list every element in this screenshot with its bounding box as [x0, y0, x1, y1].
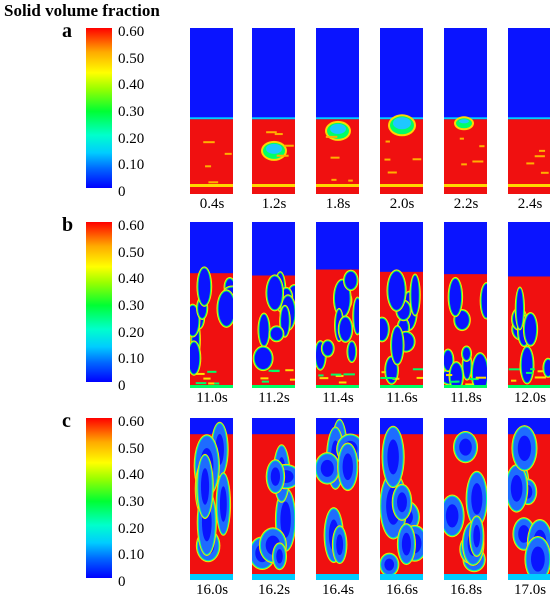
simulation-snapshot [252, 28, 295, 194]
time-label: 11.0s [196, 390, 228, 406]
colorbar-tick-label: 0.20 [118, 520, 145, 537]
simulation-snapshot [508, 28, 550, 194]
colorbar-tick-label: 0.50 [118, 244, 145, 261]
colorbar-tick-label: 0.60 [118, 24, 145, 40]
time-label: 11.6s [386, 390, 418, 406]
colorbar-tick-label: 0.10 [118, 547, 145, 564]
time-label: 16.2s [257, 582, 291, 598]
time-label: 12.0s [513, 390, 547, 406]
colorbar-tick-label: 0.60 [118, 414, 145, 430]
time-label: 11.2s [258, 390, 290, 406]
colorbar-tick-label: 0.20 [118, 324, 145, 341]
colorbar-tick-label: 0.10 [118, 351, 145, 368]
colorbar [86, 28, 112, 188]
colorbar-tick-label: 0.60 [118, 218, 145, 234]
simulation-snapshot [190, 418, 233, 580]
colorbar-tick-label: 0.40 [118, 467, 145, 484]
colorbar-tick-label: 0 [118, 378, 126, 394]
simulation-snapshot [508, 418, 550, 580]
colorbar [86, 222, 112, 382]
colorbar-tick-label: 0.50 [118, 50, 145, 67]
time-label: 16.8s [449, 582, 483, 598]
simulation-snapshot [380, 28, 423, 194]
colorbar-tick-label: 0.40 [118, 77, 145, 94]
colorbar-tick-label: 0 [118, 184, 126, 200]
panel-letter: c [62, 410, 71, 432]
colorbar-tick-label: 0.40 [118, 271, 145, 288]
colorbar-tick-label: 0.50 [118, 440, 145, 457]
simulation-snapshot [508, 222, 550, 388]
panel-letter: a [62, 20, 72, 42]
time-label: 11.4s [322, 390, 354, 406]
time-label: 16.4s [321, 582, 355, 598]
time-label: 0.4s [199, 196, 225, 212]
simulation-snapshot [380, 418, 423, 580]
time-label: 1.8s [325, 196, 351, 212]
time-label: 1.2s [261, 196, 287, 212]
simulation-snapshot [316, 28, 359, 194]
time-label: 11.8s [450, 390, 482, 406]
time-label: 2.0s [389, 196, 415, 212]
simulation-snapshot [252, 222, 295, 388]
time-label: 2.2s [453, 196, 479, 212]
simulation-snapshot [190, 222, 233, 388]
time-label: 2.4s [517, 196, 543, 212]
time-label: 16.6s [385, 582, 419, 598]
figure-title: Solid volume fraction [4, 1, 160, 20]
simulation-snapshot [316, 418, 359, 580]
time-label: 17.0s [513, 582, 547, 598]
simulation-snapshot [252, 418, 295, 580]
simulation-snapshot [444, 28, 487, 194]
panel-letter: b [62, 214, 74, 236]
colorbar-tick-label: 0.30 [118, 494, 145, 510]
simulation-snapshot [380, 222, 423, 388]
colorbar-tick-label: 0.30 [118, 298, 145, 314]
colorbar [86, 418, 112, 578]
time-label: 16.0s [195, 582, 229, 598]
colorbar-tick-label: 0.30 [118, 104, 145, 120]
colorbar-tick-label: 0 [118, 574, 126, 590]
simulation-snapshot [190, 28, 233, 194]
colorbar-tick-label: 0.10 [118, 157, 145, 174]
simulation-snapshot [444, 418, 487, 580]
simulation-snapshot [444, 222, 487, 388]
simulation-snapshot [316, 222, 359, 388]
colorbar-tick-label: 0.20 [118, 130, 145, 147]
